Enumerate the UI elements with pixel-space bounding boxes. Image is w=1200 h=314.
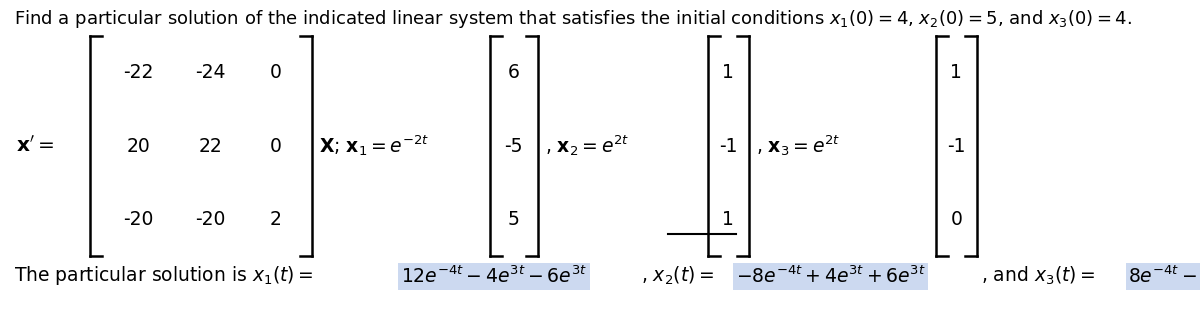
Text: -22: -22 <box>122 63 154 82</box>
Text: 1: 1 <box>722 210 734 229</box>
Text: -20: -20 <box>194 210 226 229</box>
Text: 1: 1 <box>950 63 962 82</box>
Text: -1: -1 <box>947 137 966 155</box>
Text: , $\mathbf{x}_2 = e^{2t}$: , $\mathbf{x}_2 = e^{2t}$ <box>545 134 629 158</box>
Text: Find a particular solution of the indicated linear system that satisfies the ini: Find a particular solution of the indica… <box>14 8 1133 30</box>
Text: 0: 0 <box>270 63 282 82</box>
Text: , $\mathbf{x}_3 = e^{2t}$: , $\mathbf{x}_3 = e^{2t}$ <box>756 134 840 158</box>
Text: 22: 22 <box>198 137 222 155</box>
Text: 20: 20 <box>126 137 150 155</box>
Text: 6: 6 <box>508 63 520 82</box>
Text: $12e^{-4t} - 4e^{3t} - 6e^{3t}$: $12e^{-4t} - 4e^{3t} - 6e^{3t}$ <box>401 266 587 287</box>
Text: 0: 0 <box>270 137 282 155</box>
Text: -24: -24 <box>194 63 226 82</box>
Text: $-8e^{-4t} + 4e^{3t} + 6e^{3t}$: $-8e^{-4t} + 4e^{3t} + 6e^{3t}$ <box>736 266 925 287</box>
Text: $\mathbf{X}$; $\mathbf{x}_1 = e^{-2t}$: $\mathbf{X}$; $\mathbf{x}_1 = e^{-2t}$ <box>319 134 430 158</box>
Text: 1: 1 <box>722 63 734 82</box>
Text: 2: 2 <box>270 210 282 229</box>
Text: , $x_2(t) = $: , $x_2(t) = $ <box>641 265 714 287</box>
Text: 0: 0 <box>950 210 962 229</box>
Text: $8e^{-4t} - 4e^{3t}$: $8e^{-4t} - 4e^{3t}$ <box>1128 266 1200 287</box>
Text: -20: -20 <box>122 210 154 229</box>
Text: -5: -5 <box>504 137 523 155</box>
Text: -1: -1 <box>719 137 738 155</box>
Text: $\mathbf{x'} =$: $\mathbf{x'} =$ <box>16 136 54 156</box>
Text: 5: 5 <box>508 210 520 229</box>
Text: The particular solution is $x_1(t) = $: The particular solution is $x_1(t) = $ <box>14 264 314 287</box>
Text: , and $x_3(t) = $: , and $x_3(t) = $ <box>980 265 1096 287</box>
